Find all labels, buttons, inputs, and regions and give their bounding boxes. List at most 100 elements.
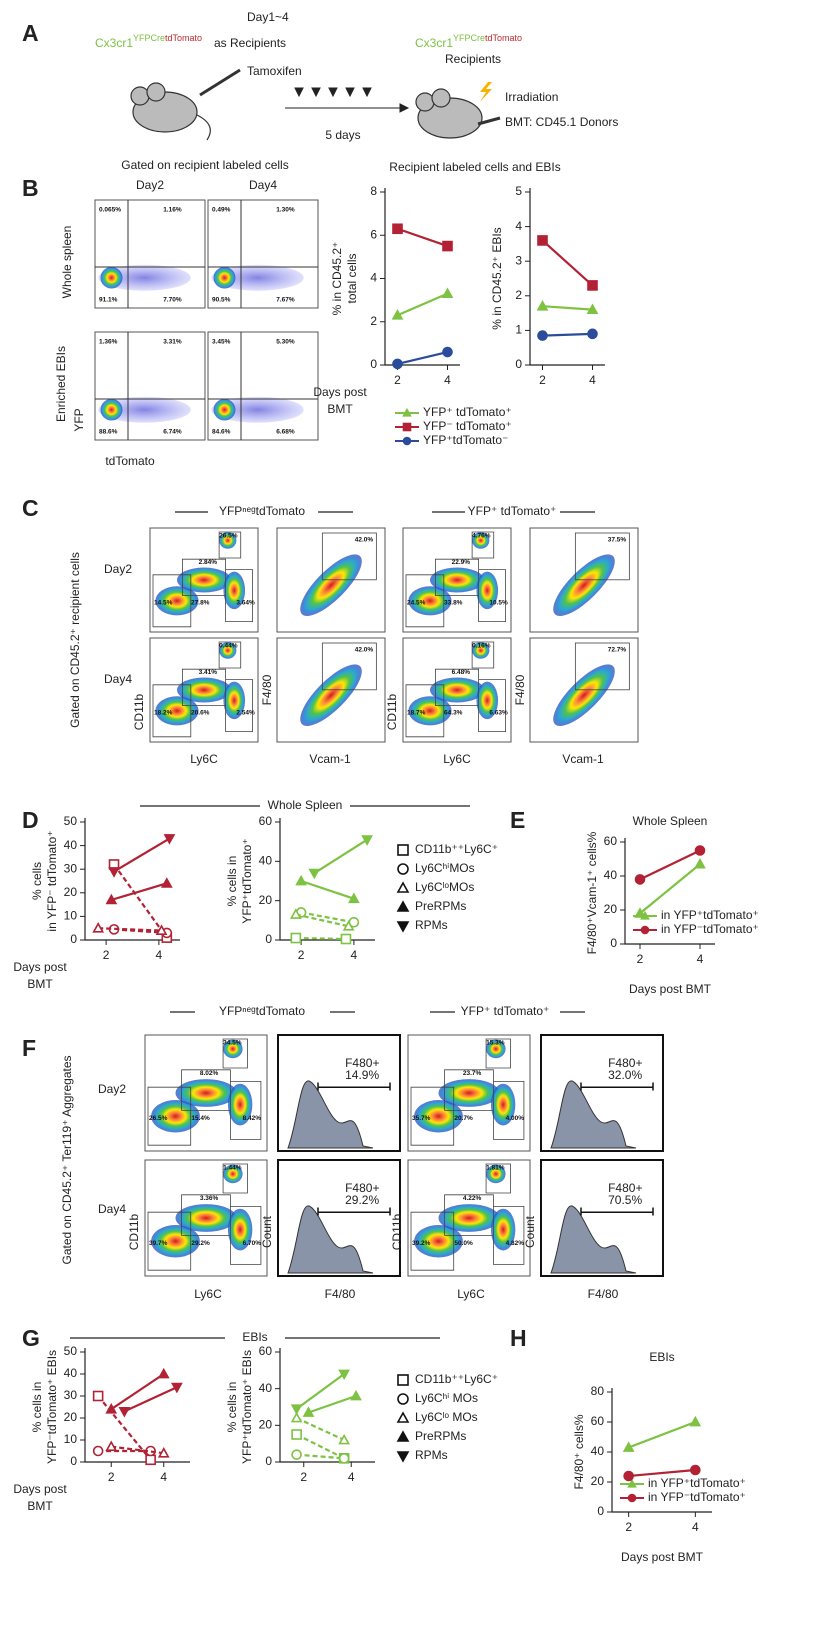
legend-label: CD11b⁺⁺Ly6C⁺: [415, 1372, 498, 1386]
density-blob: [300, 554, 362, 616]
gate-percent: 37.5%: [608, 537, 627, 544]
density-blob: [553, 664, 615, 726]
y-tick-label: 4: [370, 271, 377, 285]
data-point: [634, 874, 646, 885]
data-point: [157, 1447, 170, 1458]
gate-percent: 0.49%: [212, 207, 231, 214]
quadrant-gate: [208, 332, 318, 440]
row-label: Day2: [98, 1082, 126, 1096]
gate-percent: 1.81%: [486, 1165, 505, 1172]
gate-percent: 7.67%: [276, 297, 295, 304]
tamoxifen-label: Tamoxifen: [247, 64, 302, 78]
data-point: [536, 300, 549, 311]
gate-percent: 32.0%: [608, 1068, 642, 1082]
strain-sup: YFPCre: [133, 33, 165, 43]
cell-cloud: [98, 264, 191, 291]
data-point: [290, 1404, 303, 1415]
cell-cloud: [211, 396, 304, 423]
gate-percent: 84.6%: [212, 429, 231, 436]
gate-title: Gated on CD45.2⁺ Ter119⁺ Aggregates: [60, 1055, 74, 1264]
row-label: Day4: [104, 672, 132, 686]
density-blob: [414, 1224, 463, 1258]
y-tick-label: 20: [604, 902, 618, 916]
axis-label: Count: [260, 1215, 274, 1248]
density-blob: [175, 1204, 237, 1232]
gate: [405, 531, 506, 628]
gate-percent: 1.16%: [163, 207, 182, 214]
density-blob: [438, 1079, 500, 1107]
y-axis-label: % cells: [30, 862, 44, 900]
y-tick-label: 40: [64, 1366, 78, 1380]
density-blob: [553, 554, 615, 616]
series-line: [628, 1420, 696, 1449]
data-point: [302, 1406, 315, 1417]
x-tick-label: 2: [637, 952, 644, 966]
legend-marker: [396, 1430, 410, 1442]
section-title: Whole Spleen: [268, 798, 343, 812]
histogram: [287, 1080, 374, 1149]
x-axis-label: Days post: [13, 1482, 67, 1496]
gate-percent: 26.5%: [219, 533, 238, 540]
y-axis-label: YFP⁺tdTomato⁺: [240, 838, 254, 923]
y-tick-label: 30: [64, 861, 78, 875]
density-blob: [476, 681, 499, 720]
y-tick-label: 1: [515, 323, 522, 337]
recipients-label: as Recipients: [214, 36, 286, 50]
cell-cloud: [100, 266, 123, 289]
data-point: [155, 924, 168, 935]
axis-label: Count: [523, 1215, 537, 1248]
cell-cloud: [98, 396, 191, 423]
gate-percent: 15.3%: [486, 1040, 505, 1047]
series-line: [639, 863, 701, 915]
gate-percent: 3.41%: [199, 669, 218, 676]
gate: [410, 1163, 525, 1271]
y-tick-label: 60: [259, 1344, 273, 1358]
gate-name: F480+: [608, 1056, 642, 1070]
gate-percent: 14.9%: [345, 1068, 379, 1082]
quadrant-gate: [95, 200, 205, 308]
gate-percent: 18.7%: [407, 710, 426, 717]
strain-sup: tdTomato: [485, 33, 522, 43]
y-tick-label: 40: [604, 868, 618, 882]
data-point: [105, 893, 118, 905]
gate-percent: 5.30%: [276, 339, 295, 346]
chart-title: Recipient labeled cells and EBIs: [389, 160, 560, 174]
gate-percent: 70.5%: [608, 1193, 642, 1207]
gate: [405, 641, 506, 738]
y-tick-label: 2: [370, 314, 377, 328]
gate-percent: 39.7%: [149, 1240, 168, 1247]
axis-label: tdTomato: [105, 454, 155, 468]
gate: [574, 642, 630, 691]
series-line: [300, 879, 355, 900]
axis-label: Ly6C: [190, 752, 218, 766]
density-blob: [414, 1099, 463, 1133]
y-tick-label: 40: [64, 838, 78, 852]
density-blob: [155, 696, 199, 726]
gate-percent: 4.00%: [506, 1115, 525, 1122]
series-line: [98, 927, 162, 932]
density-blob: [227, 1083, 253, 1126]
axis-label: Ly6C: [457, 1287, 485, 1301]
data-point: [689, 1415, 702, 1427]
gate-percent: 0.065%: [99, 207, 121, 214]
strain-base: Cx3cr1: [415, 36, 453, 50]
data-point: [537, 235, 548, 246]
gate: [147, 1038, 262, 1146]
y-tick-label: 5: [515, 184, 522, 198]
y-tick-label: 0: [265, 1454, 272, 1468]
density-blob: [486, 1164, 506, 1184]
gate-percent: 6.68%: [276, 429, 295, 436]
x-tick-label: 4: [697, 952, 704, 966]
data-point: [391, 309, 404, 320]
data-point: [108, 867, 120, 878]
gate-percent: 26.5%: [149, 1115, 168, 1122]
data-point: [289, 908, 302, 919]
mouse: [130, 68, 241, 141]
density-blob: [219, 532, 237, 549]
density-blob: [490, 1083, 516, 1126]
gate-percent: 20.7%: [454, 1115, 473, 1122]
lightning: [480, 82, 492, 102]
gate-percent: 6.63%: [489, 710, 508, 717]
gate-percent: 0.44%: [219, 643, 238, 650]
legend-label: RPMs: [415, 918, 448, 932]
